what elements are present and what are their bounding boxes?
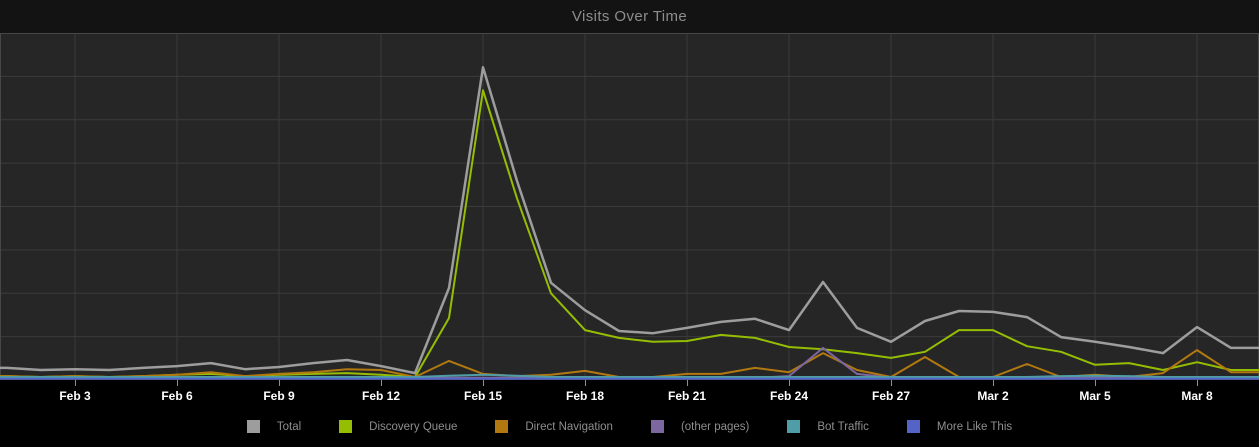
plot-area [0, 33, 1259, 380]
x-tick-mark [381, 380, 382, 386]
legend-swatch-more-like-this [906, 420, 920, 433]
legend-label: Bot Traffic [817, 420, 869, 433]
legend-item-more-like-this[interactable]: More Like This [906, 420, 1013, 433]
series-line-total [0, 66, 1259, 375]
legend-label: Discovery Queue [369, 420, 458, 433]
x-tick-label: Feb 27 [871, 389, 911, 403]
x-tick-label: Feb 24 [769, 389, 809, 403]
legend-label: Total [276, 420, 302, 433]
legend-swatch-discovery-queue [339, 420, 353, 433]
legend-label: Direct Navigation [525, 420, 613, 433]
x-tick-mark [1095, 380, 1096, 386]
x-tick-label: Feb 9 [263, 389, 295, 403]
x-tick-label: Mar 8 [1181, 389, 1213, 403]
legend-item-discovery-queue[interactable]: Discovery Queue [339, 420, 457, 433]
x-tick-mark [177, 380, 178, 386]
x-tick-label: Feb 18 [565, 389, 605, 403]
x-tick-label: Feb 3 [59, 389, 91, 403]
series-line-bot-traffic [0, 373, 1259, 378]
x-axis: Feb 3 Feb 6 Feb 9 Feb 12 Feb 15 Feb 18 Feb 21 F… [0, 380, 1259, 412]
x-tick-mark [279, 380, 280, 386]
x-tick-label: Mar 5 [1079, 389, 1111, 403]
legend-swatch-bot-traffic [787, 420, 801, 433]
x-tick-label: Feb 6 [161, 389, 193, 403]
legend-item-bot-traffic[interactable]: Bot Traffic [787, 420, 869, 433]
legend-label: More Like This [936, 420, 1013, 433]
x-tick-label: Mar 2 [977, 389, 1009, 403]
legend-swatch-direct-navigation [495, 420, 509, 433]
x-tick-mark [483, 380, 484, 386]
legend-label: (other pages) [680, 420, 750, 433]
legend-item-direct-navigation[interactable]: Direct Navigation [495, 420, 613, 433]
legend-swatch-total [246, 420, 260, 433]
legend-swatch-other-pages [650, 420, 664, 433]
chart-title: Visits Over Time [571, 8, 688, 25]
x-tick-mark [1197, 380, 1198, 386]
legend-item-other-pages[interactable]: (other pages) [650, 420, 750, 433]
x-tick-mark [789, 380, 790, 386]
x-tick-mark [993, 380, 994, 386]
x-tick-label: Feb 15 [463, 389, 503, 403]
x-tick-mark [687, 380, 688, 386]
x-tick-mark [585, 380, 586, 386]
chart-header: Visits Over Time [0, 0, 1259, 33]
x-tick-label: Feb 21 [667, 389, 707, 403]
legend-item-total[interactable]: Total [246, 420, 302, 433]
x-tick-mark [891, 380, 892, 386]
x-tick-label: Feb 12 [361, 389, 401, 403]
chart-legend: Total Discovery Queue Direct Navigation (ot… [0, 420, 1259, 433]
x-tick-mark [75, 380, 76, 386]
